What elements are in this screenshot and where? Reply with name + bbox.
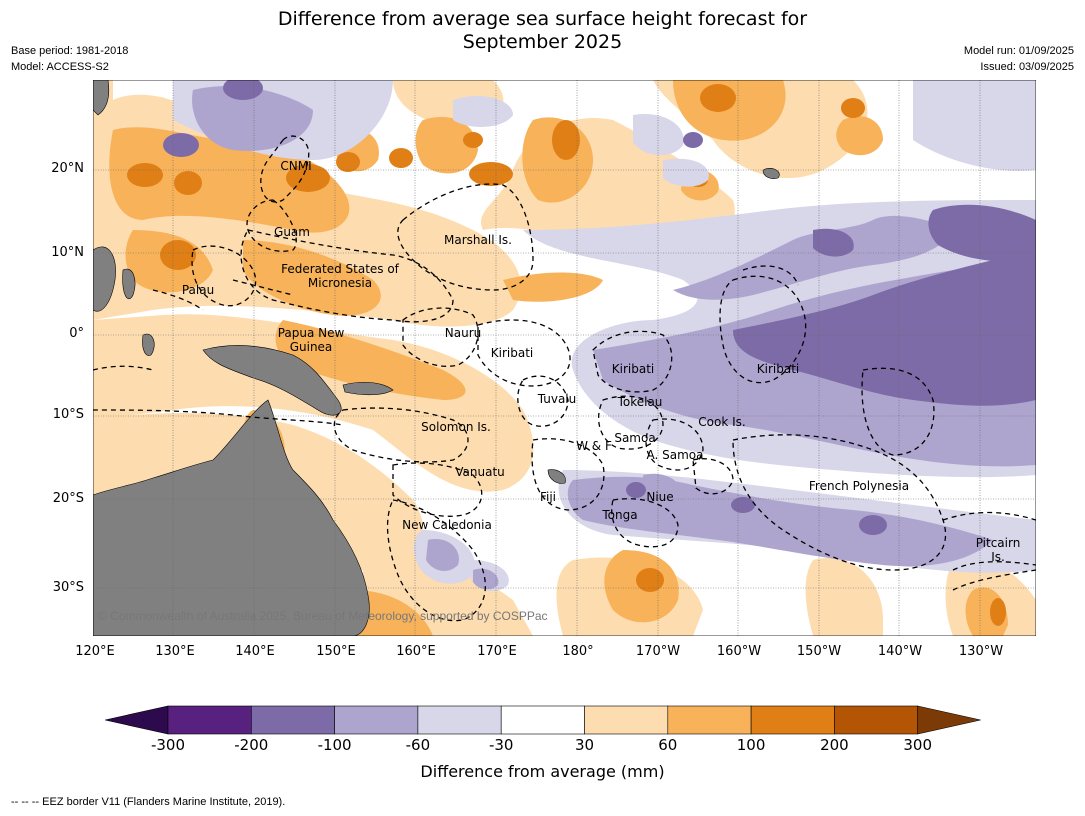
colorbar-tick-label: 200 — [820, 736, 849, 754]
region-label: Cook Is. — [698, 415, 746, 429]
region-label: French Polynesia — [808, 479, 910, 493]
region-label: Marshall Is. — [444, 233, 512, 247]
region-label: CNMI — [280, 159, 312, 173]
borneo-edge — [93, 246, 116, 312]
region-label: New Caledonia — [402, 518, 492, 532]
map-panel[interactable] — [93, 80, 1036, 636]
eez-borders — [93, 135, 1036, 622]
colorbar-extend-high — [917, 705, 981, 735]
region-label: Palau — [181, 283, 215, 297]
lat-label: 20°N — [51, 161, 84, 176]
anomaly-positive-strong — [127, 84, 1006, 626]
region-label: Vanuatu — [455, 465, 505, 479]
eez-footnote: -- -- -- EEZ border V11 (Flanders Marine… — [11, 796, 286, 808]
new-guinea — [202, 345, 342, 416]
region-label: Solomon Is. — [421, 420, 491, 434]
colorbar — [105, 705, 981, 735]
graticule — [93, 80, 1036, 636]
lat-label: 10°S — [52, 407, 84, 422]
halmahera — [142, 333, 155, 356]
hawaii — [762, 167, 780, 179]
lon-label: 130°W — [958, 644, 1004, 659]
region-label: Nauru — [444, 326, 482, 340]
region-label: Kiribati — [490, 346, 534, 360]
lon-label: 180° — [562, 644, 594, 659]
title-line-2: September 2025 — [462, 31, 623, 53]
colorbar-segment — [584, 705, 669, 735]
title-line-1: Difference from average sea surface heig… — [277, 8, 808, 30]
region-label: Pitcairn Is. — [975, 536, 1021, 564]
colorbar-segment — [417, 705, 502, 735]
lon-label: 140°W — [877, 644, 923, 659]
lon-label: 160°W — [716, 644, 762, 659]
colorbar-tick-label: 30 — [574, 736, 595, 754]
colorbar-extend-low — [105, 705, 169, 735]
colorbar-tick-label: 300 — [903, 736, 932, 754]
sulawesi — [122, 268, 136, 300]
copyright-credit: © Commonwealth of Australia 2025, Bureau… — [98, 609, 548, 623]
lon-label: 120°E — [75, 644, 115, 659]
colorbar-tick-label: -100 — [317, 736, 352, 754]
lon-label: 170°W — [635, 644, 681, 659]
issued-date: Issued: 03/09/2025 — [980, 61, 1074, 73]
meta-right: Model run: 01/09/2025 Issued: 03/09/2025 — [964, 43, 1074, 75]
region-label: Fiji — [539, 490, 557, 504]
region-label: Kiribati — [756, 362, 800, 376]
anomaly-negative-strong — [163, 80, 1036, 535]
new-britain — [342, 381, 394, 396]
colorbar-segment — [667, 705, 752, 735]
region-label: Samoa — [614, 431, 656, 445]
lon-label: 160°E — [396, 644, 436, 659]
philippines-edge — [93, 80, 110, 116]
colorbar-tick-label: -30 — [488, 736, 514, 754]
region-label: Tonga — [602, 508, 638, 522]
lat-label: 20°S — [52, 491, 84, 506]
colorbar-tick-label: -60 — [405, 736, 431, 754]
colorbar-segment — [251, 705, 335, 735]
colorbar-label: Difference from average (mm) — [420, 762, 665, 781]
map-svg — [93, 80, 1036, 636]
region-label: Tokelau — [617, 395, 663, 409]
region-label: Kiribati — [611, 362, 655, 376]
model-run: Model run: 01/09/2025 — [963, 45, 1074, 57]
lat-label: 10°N — [51, 245, 84, 260]
colorbar-segment — [500, 705, 585, 735]
lon-label: 150°E — [316, 644, 356, 659]
region-label: Tuvalu — [537, 392, 577, 406]
colorbar-segment — [167, 705, 252, 735]
australia — [93, 399, 370, 636]
lon-label: 150°W — [796, 644, 842, 659]
colorbar-segment — [750, 705, 835, 735]
region-label: Papua New Guinea — [277, 326, 345, 354]
lon-label: 170°E — [477, 644, 517, 659]
land-areas — [93, 80, 780, 636]
meta-left: Base period: 1981-2018 Model: ACCESS-S2 — [11, 43, 128, 75]
colorbar-tick-label: 60 — [658, 736, 678, 754]
lon-label: 130°E — [155, 644, 195, 659]
colorbar-segments — [105, 705, 981, 735]
region-label: Guam — [274, 225, 310, 239]
colorbar-segment — [334, 705, 419, 735]
map-title: Difference from average sea surface heig… — [0, 8, 1085, 54]
colorbar-tick-label: -300 — [150, 736, 186, 754]
colorbar-segment — [834, 705, 919, 735]
new-caledonia — [547, 469, 566, 484]
region-label: A. Samoa — [646, 448, 704, 462]
lon-label: 140°E — [235, 644, 275, 659]
region-label: Federated States of Micronesia — [281, 262, 399, 290]
lat-label: 30°S — [52, 580, 84, 595]
region-label: Niue — [646, 490, 674, 504]
colorbar-tick-label: 100 — [736, 736, 766, 754]
model-name: Model: ACCESS-S2 — [11, 61, 109, 73]
colorbar-tick-label: -200 — [234, 736, 269, 754]
lat-label: 0° — [69, 326, 84, 341]
base-period: Base period: 1981-2018 — [11, 45, 129, 57]
region-label: W & F — [576, 439, 612, 453]
